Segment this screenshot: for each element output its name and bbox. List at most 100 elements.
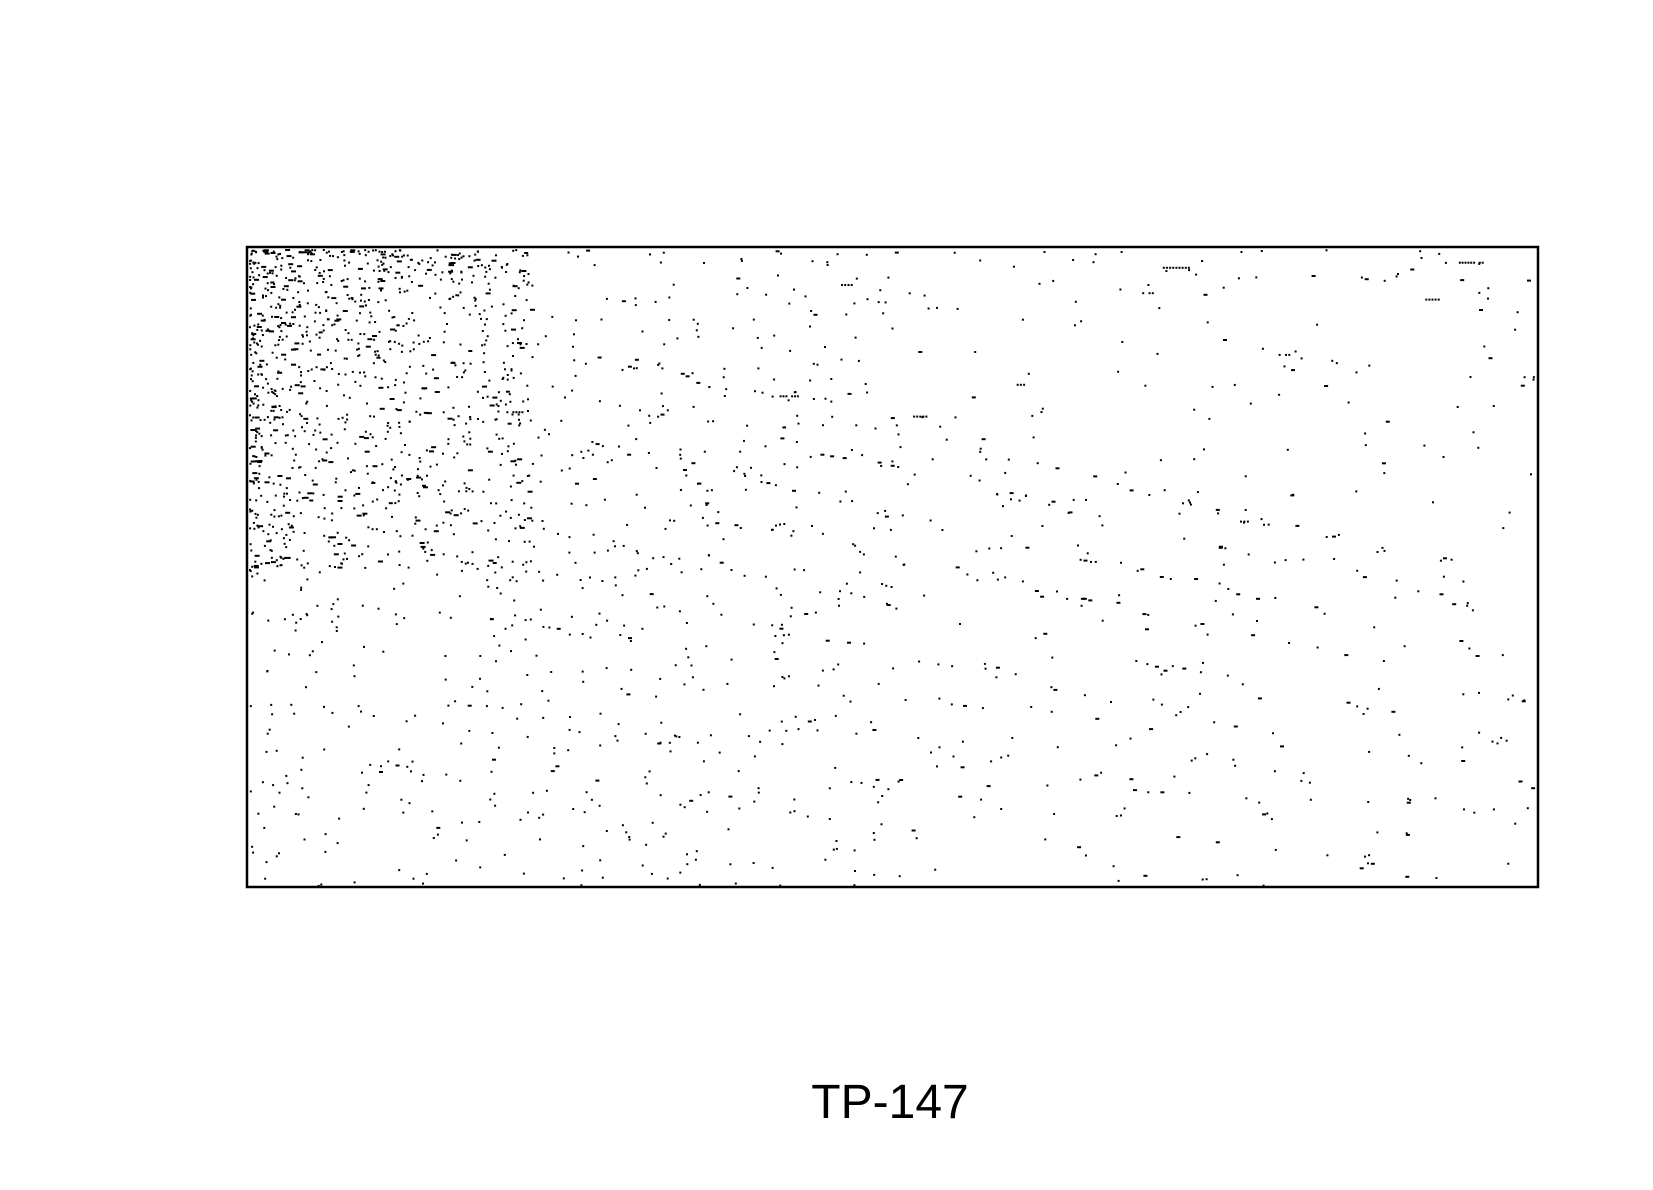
nonzero-marker bbox=[705, 502, 710, 505]
nonzero-marker bbox=[527, 410, 529, 412]
nonzero-marker bbox=[300, 768, 303, 771]
nonzero-marker bbox=[389, 398, 395, 400]
nonzero-marker bbox=[1479, 309, 1483, 311]
nonzero-marker bbox=[526, 475, 529, 477]
nonzero-marker bbox=[780, 437, 785, 440]
nonzero-marker bbox=[591, 453, 594, 456]
nonzero-marker bbox=[696, 322, 699, 325]
nonzero-marker bbox=[513, 599, 516, 602]
nonzero-marker bbox=[434, 273, 437, 276]
nonzero-marker bbox=[831, 415, 834, 418]
nonzero-marker bbox=[820, 453, 825, 456]
nonzero-marker bbox=[309, 250, 312, 253]
nonzero-marker bbox=[1227, 588, 1230, 590]
nonzero-marker bbox=[864, 383, 867, 385]
nonzero-marker bbox=[934, 868, 937, 871]
nonzero-marker bbox=[250, 549, 253, 552]
nonzero-marker bbox=[280, 528, 283, 531]
nonzero-marker bbox=[285, 249, 291, 251]
nonzero-marker bbox=[771, 395, 774, 398]
nonzero-marker bbox=[781, 642, 784, 645]
nonzero-marker bbox=[515, 580, 518, 583]
nonzero-marker bbox=[1021, 580, 1024, 583]
nonzero-marker bbox=[1382, 660, 1385, 662]
nonzero-marker bbox=[262, 276, 268, 278]
nonzero-marker bbox=[273, 416, 279, 419]
nonzero-marker bbox=[288, 556, 291, 559]
nonzero-marker bbox=[281, 257, 284, 260]
nonzero-marker bbox=[253, 262, 256, 265]
nonzero-marker bbox=[286, 434, 289, 437]
nonzero-marker bbox=[661, 367, 664, 370]
nonzero-marker bbox=[410, 770, 412, 773]
nonzero-marker bbox=[1383, 549, 1386, 552]
nonzero-marker bbox=[328, 536, 334, 539]
nonzero-marker bbox=[938, 697, 941, 700]
nonzero-marker bbox=[254, 351, 257, 354]
nonzero-marker bbox=[720, 613, 723, 616]
nonzero-marker bbox=[917, 737, 920, 739]
nonzero-marker bbox=[1027, 372, 1030, 375]
nonzero-marker bbox=[1055, 467, 1060, 470]
nonzero-marker bbox=[744, 475, 747, 477]
nonzero-marker bbox=[292, 256, 295, 259]
nonzero-marker bbox=[1237, 277, 1240, 280]
nonzero-marker bbox=[463, 508, 466, 511]
nonzero-marker bbox=[298, 324, 301, 327]
nonzero-marker bbox=[421, 387, 427, 390]
nonzero-marker bbox=[496, 587, 499, 589]
nonzero-marker bbox=[1148, 292, 1151, 295]
nonzero-marker bbox=[1206, 753, 1209, 756]
nonzero-marker bbox=[298, 251, 304, 254]
nonzero-marker bbox=[301, 334, 304, 336]
nonzero-marker bbox=[842, 457, 847, 460]
nonzero-marker bbox=[271, 272, 274, 275]
nonzero-marker bbox=[527, 811, 529, 814]
nonzero-marker bbox=[1223, 339, 1227, 341]
nonzero-marker bbox=[979, 447, 982, 450]
nonzero-marker bbox=[393, 587, 396, 590]
nonzero-marker bbox=[894, 251, 899, 254]
nonzero-marker bbox=[275, 274, 278, 277]
nonzero-marker bbox=[273, 429, 279, 432]
nonzero-marker bbox=[526, 384, 529, 387]
nonzero-marker bbox=[1520, 384, 1525, 387]
nonzero-marker bbox=[606, 461, 609, 464]
nonzero-marker bbox=[344, 264, 346, 267]
nonzero-marker bbox=[319, 387, 322, 390]
nonzero-marker bbox=[389, 426, 392, 429]
nonzero-marker bbox=[995, 666, 1000, 669]
nonzero-marker bbox=[279, 306, 282, 309]
nonzero-marker bbox=[374, 249, 377, 252]
nonzero-marker bbox=[904, 699, 907, 701]
nonzero-marker bbox=[1038, 282, 1041, 285]
nonzero-marker bbox=[327, 269, 333, 272]
nonzero-marker bbox=[512, 249, 515, 252]
nonzero-marker bbox=[249, 262, 252, 265]
nonzero-marker bbox=[784, 426, 786, 429]
nonzero-marker bbox=[276, 377, 279, 380]
nonzero-marker bbox=[422, 773, 425, 776]
nonzero-marker bbox=[252, 276, 255, 279]
nonzero-marker bbox=[668, 741, 671, 744]
nonzero-marker bbox=[314, 311, 317, 314]
nonzero-marker bbox=[512, 355, 514, 357]
nonzero-marker bbox=[453, 514, 459, 517]
nonzero-marker bbox=[929, 519, 932, 522]
nonzero-marker bbox=[1147, 613, 1150, 616]
nonzero-marker bbox=[354, 300, 357, 303]
nonzero-marker bbox=[492, 562, 497, 564]
nonzero-marker bbox=[309, 253, 315, 256]
nonzero-marker bbox=[1419, 250, 1422, 253]
nonzero-marker bbox=[421, 780, 423, 783]
nonzero-marker bbox=[955, 566, 960, 569]
nonzero-marker bbox=[816, 729, 819, 732]
nonzero-marker bbox=[452, 295, 455, 298]
nonzero-marker bbox=[430, 549, 433, 552]
nonzero-marker bbox=[1034, 590, 1039, 592]
nonzero-marker bbox=[1360, 276, 1363, 279]
nonzero-marker bbox=[890, 464, 895, 467]
nonzero-marker bbox=[685, 647, 688, 650]
nonzero-marker bbox=[790, 534, 793, 537]
nonzero-marker bbox=[270, 286, 276, 288]
